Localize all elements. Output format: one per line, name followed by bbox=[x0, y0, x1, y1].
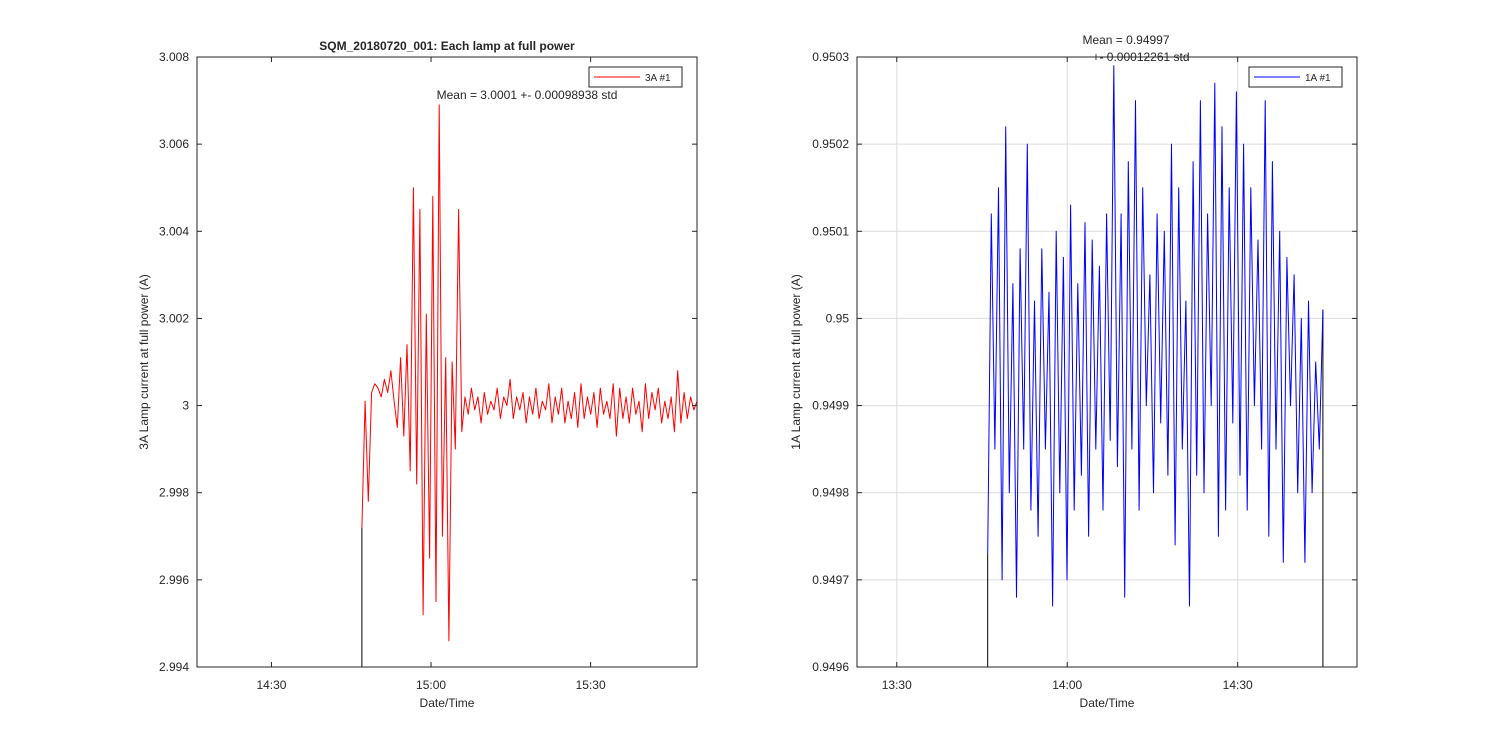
left-y-tick-label: 3.004 bbox=[159, 224, 189, 238]
right-mean-annotation: Mean = 0.94997 bbox=[1082, 33, 1169, 47]
right-y-tick-label: 0.9501 bbox=[812, 224, 849, 238]
chart-right: 0.9496 0.9497 0.9498 0.9499 0.95 0.9501 0.9502… bbox=[789, 33, 1358, 710]
left-chart-title: SQM_20180720_001: Each lamp at full powe… bbox=[319, 39, 575, 53]
left-x-tick-label: 15:00 bbox=[416, 678, 446, 692]
right-y-tick-label: 0.9496 bbox=[812, 660, 849, 674]
left-series-line-0 bbox=[361, 104, 698, 642]
right-std-annotation: +- 0.00012261 std bbox=[1092, 50, 1189, 64]
left-x-tick-label: 15:30 bbox=[576, 678, 606, 692]
left-legend: 3A #1 bbox=[588, 66, 683, 88]
right-x-tick-label: 13:30 bbox=[882, 678, 912, 692]
right-tick-labels: 0.9496 0.9497 0.9498 0.9499 0.95 0.9501 0.9502… bbox=[812, 50, 1253, 692]
left-y-tick-label: 3.008 bbox=[159, 50, 189, 64]
right-y-tick-label: 0.9498 bbox=[812, 486, 849, 500]
chart-left: 2.994 2.996 2.998 3 3.002 3.004 3.006 3.008 14:3… bbox=[137, 39, 698, 710]
left-y-axis-title: 3A Lamp current at full power (A) bbox=[137, 274, 151, 449]
left-legend-label: 3A #1 bbox=[645, 73, 671, 84]
left-mean-annotation: Mean = 3.0001 +- 0.00098938 std bbox=[437, 88, 618, 102]
left-y-tick-label: 3.002 bbox=[159, 311, 189, 325]
right-x-tick-label: 14:00 bbox=[1052, 678, 1082, 692]
right-y-tick-label: 0.95 bbox=[826, 311, 850, 325]
right-x-tick-label: 14:30 bbox=[1223, 678, 1253, 692]
right-y-tick-label: 0.9502 bbox=[812, 137, 849, 151]
left-x-axis-title: Date/Time bbox=[420, 696, 475, 710]
right-legend: 1A #1 bbox=[1248, 66, 1343, 88]
left-y-tick-label: 3 bbox=[182, 399, 189, 413]
left-y-tick-label: 2.994 bbox=[159, 660, 189, 674]
right-series-line-0 bbox=[987, 65, 1324, 607]
right-y-tick-label: 0.9503 bbox=[812, 50, 849, 64]
left-axes-box bbox=[196, 56, 698, 668]
right-axes-box bbox=[856, 56, 1358, 668]
right-ticks bbox=[857, 56, 1357, 668]
right-y-axis-title: 1A Lamp current at full power (A) bbox=[789, 274, 803, 449]
right-series-group bbox=[987, 65, 1324, 667]
right-legend-label: 1A #1 bbox=[1305, 73, 1331, 84]
left-x-tick-label: 14:30 bbox=[256, 678, 286, 692]
right-y-tick-label: 0.9497 bbox=[812, 573, 849, 587]
left-y-tick-label: 2.996 bbox=[159, 573, 189, 587]
right-x-axis-title: Date/Time bbox=[1080, 696, 1135, 710]
left-ticks bbox=[197, 56, 697, 668]
left-y-tick-label: 2.998 bbox=[159, 486, 189, 500]
left-tick-labels: 2.994 2.996 2.998 3 3.002 3.004 3.006 3.008 14:3… bbox=[159, 50, 606, 692]
right-y-tick-label: 0.9499 bbox=[812, 399, 849, 413]
left-y-tick-label: 3.006 bbox=[159, 137, 189, 151]
